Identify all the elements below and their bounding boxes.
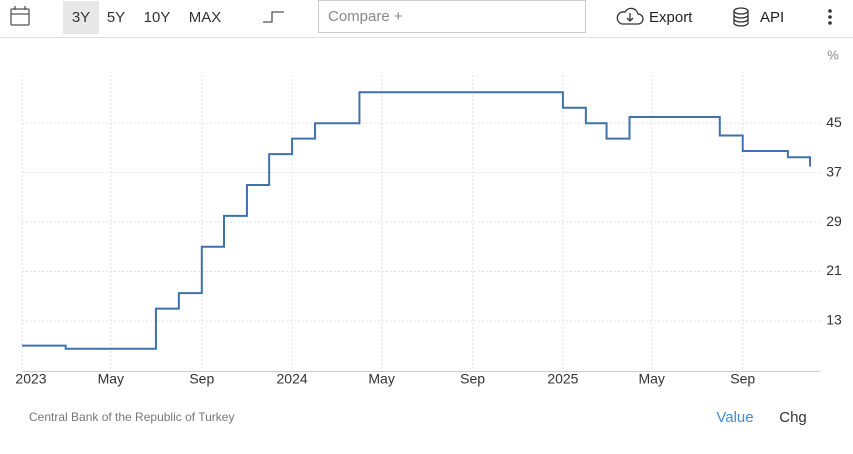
y-tick-label: 37 bbox=[826, 163, 842, 179]
compare-input[interactable] bbox=[318, 0, 586, 33]
compare-placeholder: Compare + bbox=[328, 8, 403, 25]
export-icon[interactable] bbox=[616, 7, 644, 25]
tab-value[interactable]: Value bbox=[716, 409, 753, 426]
x-tick-label: 2024 bbox=[277, 371, 308, 387]
range-button[interactable]: 3Y bbox=[72, 9, 90, 26]
range-button[interactable]: 10Y bbox=[144, 9, 171, 26]
x-tick-label: May bbox=[368, 371, 394, 387]
tab-chg[interactable]: Chg bbox=[779, 409, 807, 426]
x-tick-label: 2023 bbox=[15, 371, 46, 387]
y-tick-label: 13 bbox=[826, 312, 842, 328]
api-icon[interactable] bbox=[733, 7, 749, 27]
y-tick-label: 21 bbox=[826, 262, 842, 278]
x-tick-label: May bbox=[638, 371, 664, 387]
x-tick-label: Sep bbox=[460, 371, 485, 387]
range-button[interactable]: MAX bbox=[189, 9, 222, 26]
export-button[interactable]: Export bbox=[649, 9, 693, 26]
unit-label: % bbox=[827, 47, 839, 62]
y-tick-label: 29 bbox=[826, 213, 842, 229]
menu-icon[interactable] bbox=[828, 9, 832, 25]
series-line bbox=[22, 91, 812, 350]
x-tick-label: Sep bbox=[730, 371, 755, 387]
range-selected-bg bbox=[63, 1, 99, 34]
range-button[interactable]: 5Y bbox=[107, 9, 125, 26]
api-button[interactable]: API bbox=[760, 9, 784, 26]
x-tick-label: May bbox=[98, 371, 124, 387]
calendar-icon[interactable] bbox=[10, 6, 30, 26]
chart-type-icon[interactable] bbox=[263, 11, 284, 23]
x-tick-label: Sep bbox=[189, 371, 214, 387]
x-tick-label: 2025 bbox=[547, 371, 578, 387]
y-tick-label: 45 bbox=[826, 114, 842, 130]
source: Central Bank of the Republic of Turkey bbox=[29, 410, 234, 424]
